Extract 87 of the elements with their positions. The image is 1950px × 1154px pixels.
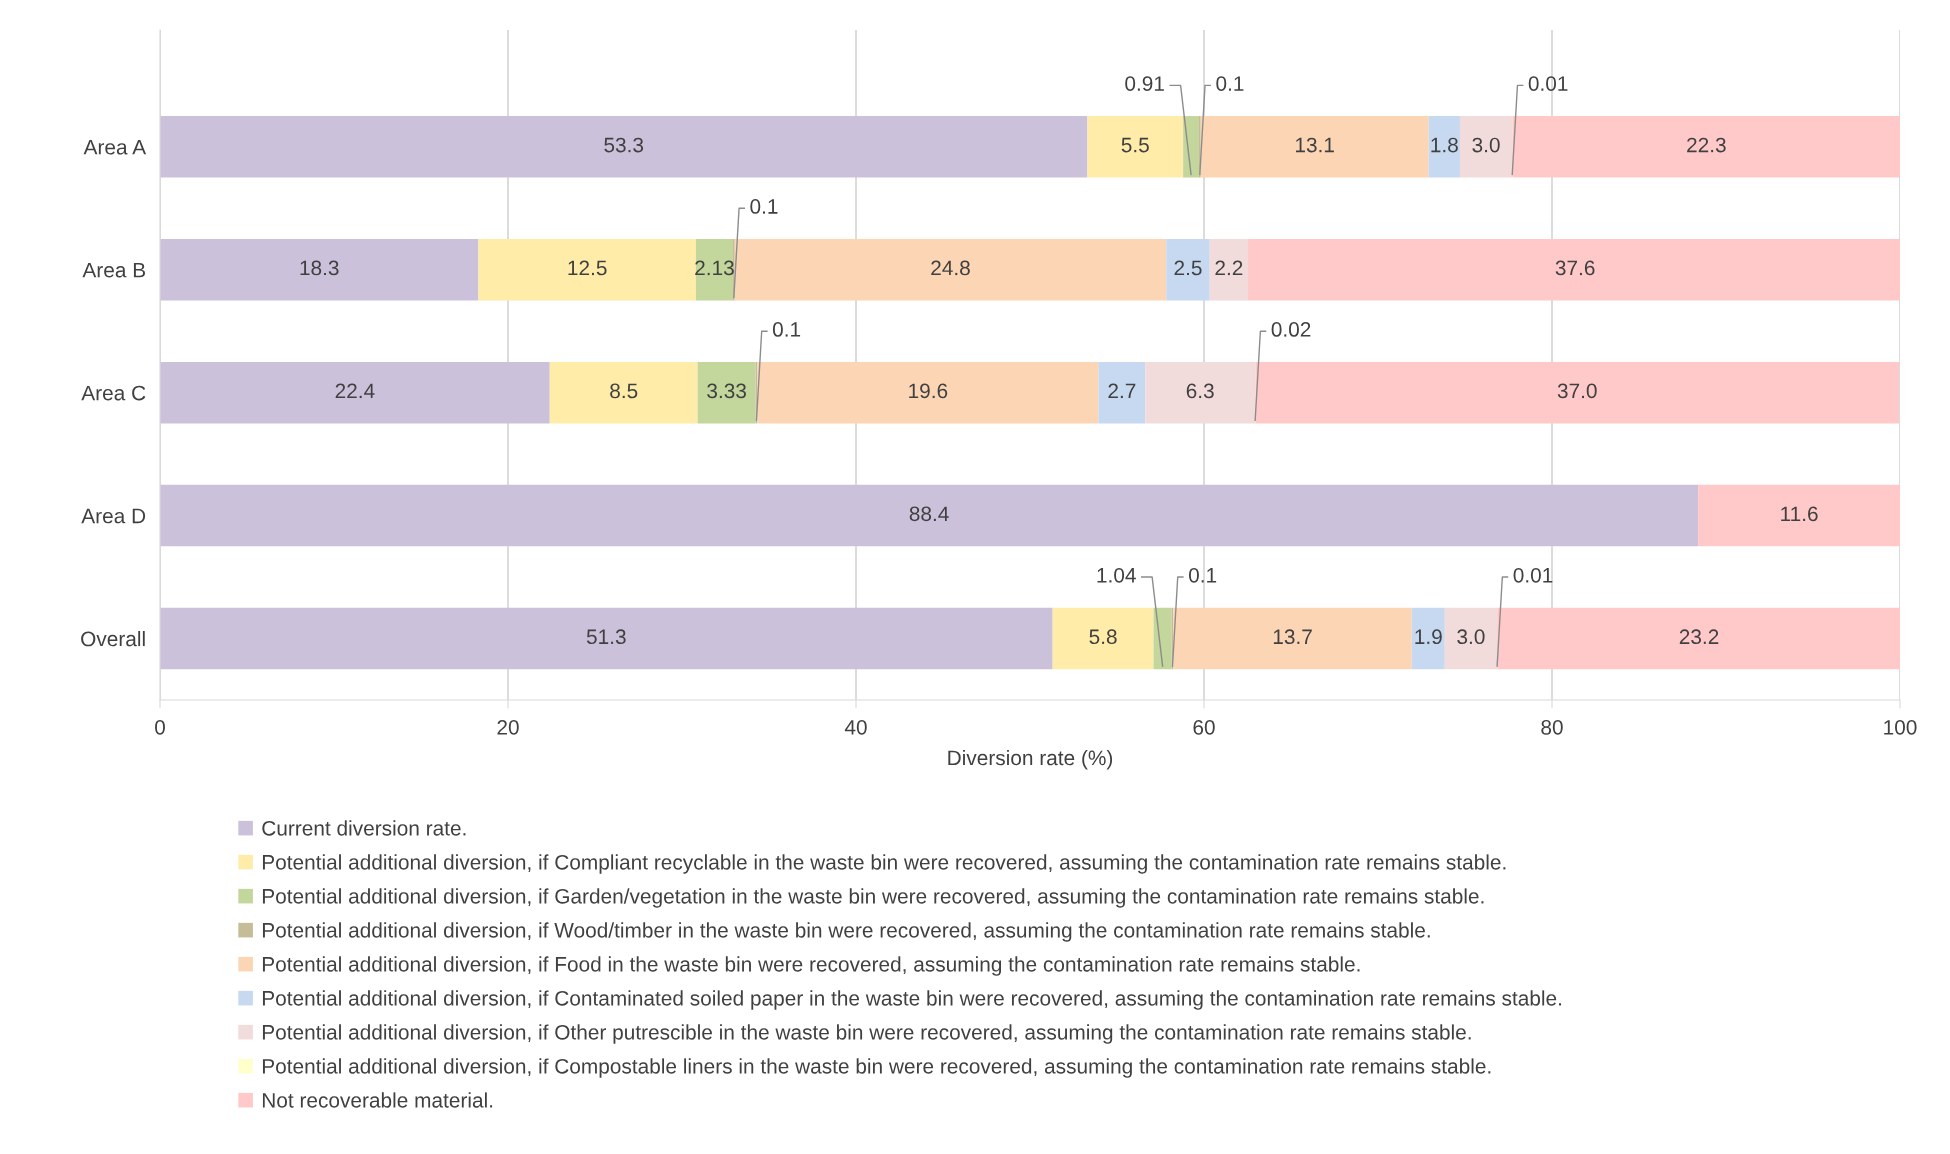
data-label: 0.1: [750, 199, 778, 214]
bar: [160, 484, 1699, 547]
bar: [1255, 361, 1900, 424]
y-tick-label: Area D: [81, 508, 146, 524]
data-label: 0.91: [1125, 76, 1164, 91]
data-label: 18.3: [300, 260, 339, 276]
data-label: 3.33: [707, 383, 746, 399]
data-label: 37.0: [1557, 383, 1597, 399]
data-label: 0.1: [1216, 76, 1244, 91]
legend-label: Potential additional diversion, if Garden/vegetation in the waste bin were recovered, assuming the contamination rate remains stable.: [262, 888, 1484, 908]
bar: [1166, 238, 1210, 301]
data-label: 1.04: [1097, 567, 1136, 583]
y-tick-label: Overall: [81, 630, 145, 647]
legend-label: Potential additional diversion, if Contaminated soiled paper in the waste bin were recovered, assuming the contamination rate remains stable.: [262, 990, 1561, 1010]
data-label: 88.4: [909, 506, 949, 522]
bar: [1411, 607, 1445, 670]
legend-label: Not recoverable material.: [262, 1092, 493, 1108]
bar: [1145, 361, 1255, 424]
bar: [1209, 238, 1249, 301]
x-tick-label: 0: [155, 719, 165, 735]
data-label: 1.9: [1415, 629, 1442, 645]
bar: [1428, 116, 1460, 178]
data-label: 0.02: [1271, 322, 1311, 337]
bar: [757, 361, 1099, 424]
bar: [160, 238, 479, 301]
data-label: 2.5: [1174, 260, 1202, 276]
data-label: 5.8: [1089, 629, 1117, 645]
bar: [549, 361, 698, 424]
bar: [1173, 607, 1412, 670]
data-label: 1.8: [1431, 137, 1458, 153]
data-label: 23.2: [1679, 629, 1719, 645]
y-tick-label: Area B: [82, 262, 146, 278]
bar: [160, 361, 550, 424]
y-tick-label: Area A: [83, 140, 147, 155]
bar: [1698, 484, 1900, 547]
legend-label: Potential additional diversion, if Food in the waste bin were recovered, assuming the contamination rate remains stable.: [262, 956, 1360, 976]
data-label: 0.1: [772, 322, 801, 337]
data-label: 51.3: [586, 629, 626, 645]
data-label: 37.6: [1555, 260, 1595, 276]
x-tick-label: 100: [1884, 719, 1917, 735]
legend-label: Potential additional diversion, if Compliant recyclable in the waste bin were recovered, assuming the contamination rate remains stable.: [262, 854, 1506, 874]
bar: [160, 607, 1053, 670]
legend-label: Potential additional diversion, if Compostable liners in the waste bin were recovered, assuming the contamination rate remains stable.: [262, 1058, 1491, 1078]
bar: [1052, 607, 1154, 670]
data-label: 0.01: [1513, 567, 1553, 583]
bar: [1444, 607, 1498, 670]
bar: [1497, 607, 1900, 670]
data-label: 6.3: [1186, 383, 1214, 399]
x-tick-label: 80: [1541, 719, 1563, 735]
data-label: 24.8: [931, 260, 970, 276]
x-tick-label: 60: [1193, 719, 1215, 735]
data-label: 13.7: [1273, 629, 1312, 645]
data-label: 53.3: [604, 137, 644, 153]
legend-label: Current diversion rate.: [262, 820, 466, 836]
bar: [478, 238, 696, 301]
data-label: 3.0: [1472, 137, 1500, 153]
x-axis-title: Diversion rate (%): [948, 749, 1113, 770]
bar: [1087, 116, 1184, 178]
bar: [1098, 361, 1146, 424]
data-label: 8.5: [610, 383, 638, 399]
data-label: 19.6: [909, 383, 948, 399]
data-label: 0.01: [1528, 76, 1568, 91]
data-label: 12.5: [568, 260, 607, 276]
data-label: 22.4: [335, 383, 375, 399]
y-tick-label: Area C: [81, 385, 146, 401]
legend-label: Potential additional diversion, if Other putrescible in the waste bin were recovered, assuming the contamination rate remains stable.: [262, 1024, 1471, 1044]
x-tick-label: 20: [497, 719, 519, 735]
bar: [1183, 116, 1199, 178]
bar: [695, 238, 733, 301]
data-label: 13.1: [1295, 137, 1334, 153]
bar: [160, 116, 1088, 178]
x-tick-label: 40: [844, 719, 867, 735]
data-label: 3.0: [1457, 629, 1485, 645]
data-label: 22.3: [1687, 137, 1726, 153]
data-label: 11.6: [1781, 506, 1818, 522]
data-label: 0.1: [1188, 567, 1217, 583]
bar: [1459, 116, 1513, 178]
bar: [734, 238, 1167, 301]
legend-label: Potential additional diversion, if Wood/timber in the waste bin were recovered, assuming the contamination rate remains stable.: [262, 922, 1430, 942]
bar: [1153, 607, 1172, 670]
bar: [1200, 116, 1429, 178]
bar: [697, 361, 756, 424]
data-label: 2.13: [695, 260, 734, 276]
data-label: 2.2: [1215, 260, 1243, 276]
data-label: 5.5: [1121, 137, 1149, 153]
bar: [1512, 116, 1900, 178]
data-label: 2.7: [1108, 383, 1136, 399]
